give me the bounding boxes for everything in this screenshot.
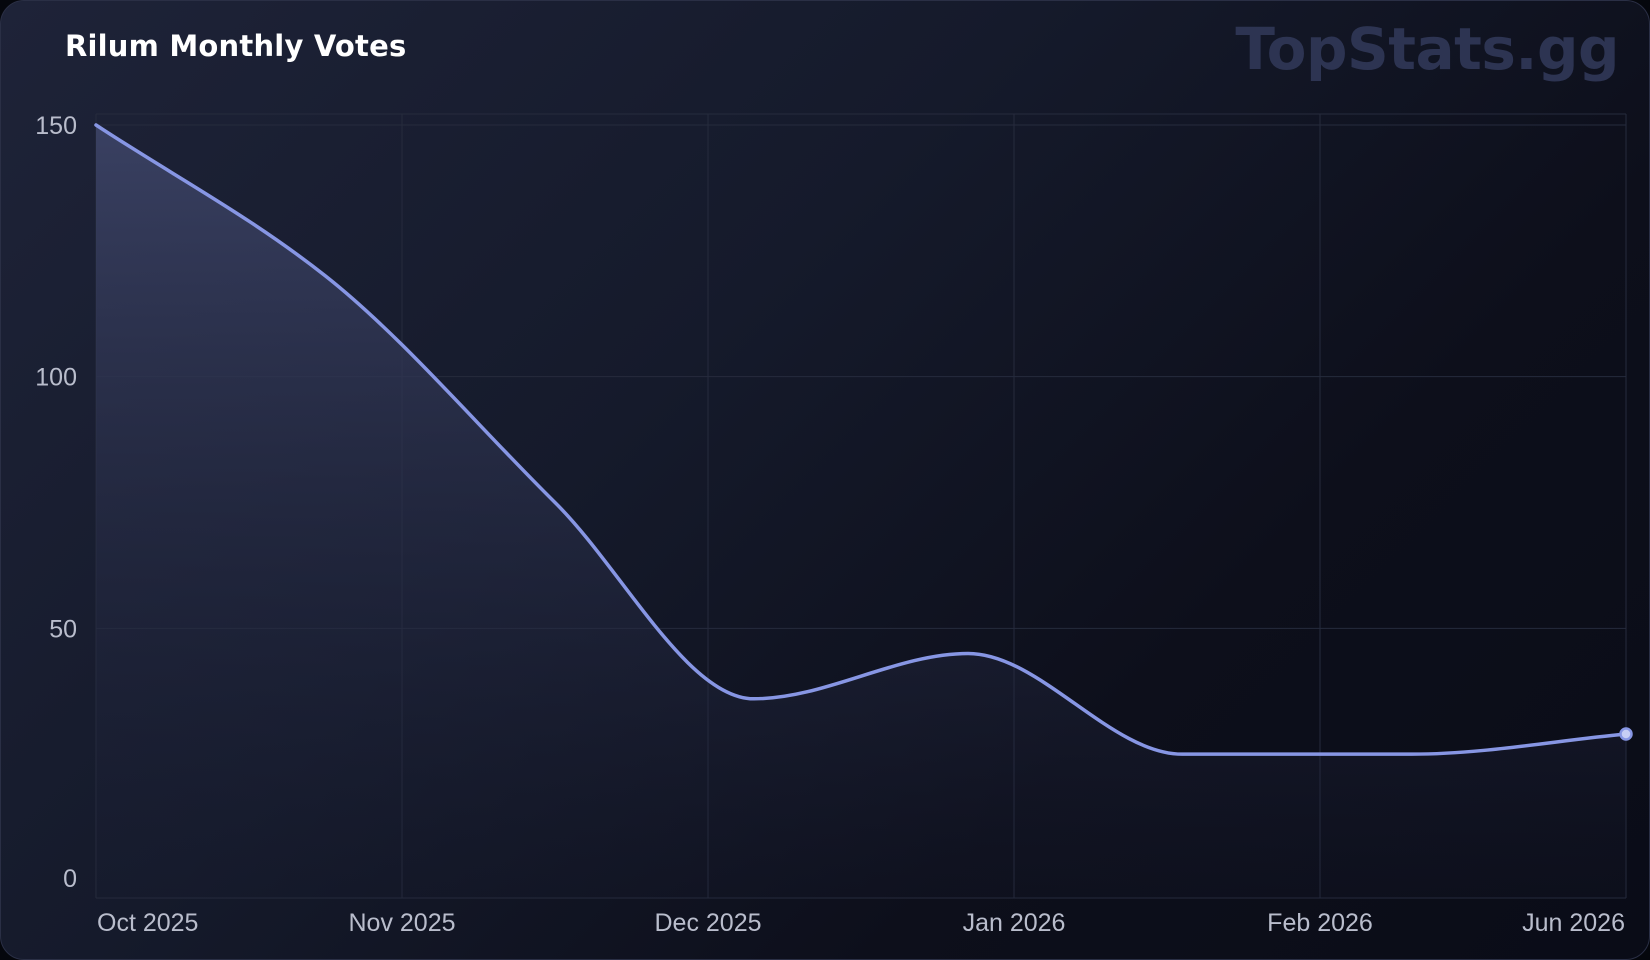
y-tick-label: 0 (63, 865, 77, 893)
x-tick-label: Jun 2026 (1522, 909, 1625, 937)
x-axis-ticks: Oct 2025 Nov 2025 Dec 2025 Jan 2026 Feb 2026… (97, 909, 1625, 937)
x-tick-label: Dec 2025 (654, 909, 761, 937)
watermark-logo: TopStats.gg (1235, 15, 1619, 83)
data-point-last[interactable] (1619, 727, 1633, 741)
y-tick-label: 100 (35, 364, 77, 392)
points-layer (1619, 727, 1633, 741)
chart-title: Rilum Monthly Votes (65, 29, 407, 63)
y-tick-label: 50 (49, 615, 77, 643)
y-axis-ticks: 0 50 100 150 (35, 112, 77, 893)
x-tick-label: Jan 2026 (963, 909, 1066, 937)
x-tick-label: Nov 2025 (348, 909, 455, 937)
x-tick-label: Oct 2025 (97, 909, 198, 937)
area-fill (96, 125, 1626, 898)
series-line (94, 123, 1628, 756)
x-tick-label: Feb 2026 (1267, 909, 1373, 937)
y-tick-label: 150 (35, 112, 77, 140)
